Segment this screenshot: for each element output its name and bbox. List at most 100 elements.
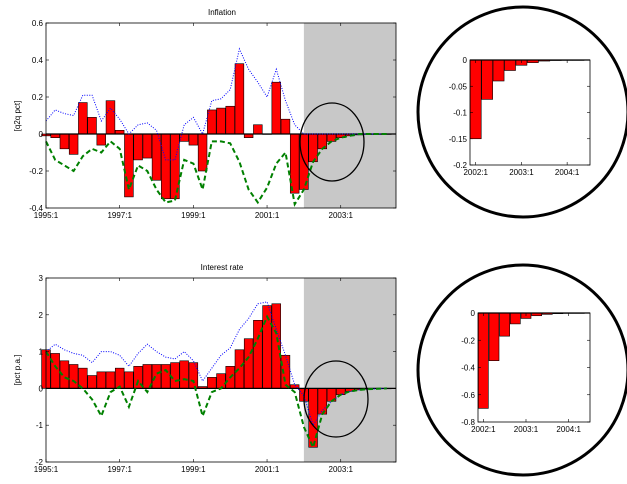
interest-rate-dashed-series-line <box>45 314 387 451</box>
inflation-xtick-label: 1995:1 <box>34 211 59 220</box>
interest-rate-xtick-label: 2001:1 <box>255 465 280 474</box>
interest-rate-zoom-bar <box>510 312 521 325</box>
interest-rate-xtick-label: 2003:1 <box>329 465 354 474</box>
inflation-bar <box>105 100 116 135</box>
inflation-frame <box>45 22 397 209</box>
interest-rate-zoom-xtick-label: 2003:1 <box>514 425 539 434</box>
interest-rate-bar <box>207 377 217 389</box>
inflation-dotted-series-line <box>45 47 387 161</box>
inflation-title: Inflation <box>208 8 236 17</box>
interest-rate-bar <box>124 371 134 389</box>
inflation-xtick-label: 2001:1 <box>255 211 280 220</box>
inflation-bar <box>68 133 79 155</box>
interest-rate-frame <box>45 277 397 463</box>
inflation-forecast-shade <box>303 23 396 208</box>
inflation-bar <box>78 102 88 135</box>
interest-rate-xtick-label: 1995:1 <box>34 465 59 474</box>
interest-rate-ytick-label: -2 <box>36 458 44 467</box>
inflation-zoom-ytick-label: 0 <box>463 56 468 65</box>
inflation-zoom-ytick-label: -0.15 <box>449 135 468 144</box>
inflation-ytick-label: 0 <box>39 130 44 139</box>
inflation-zoom-xtick-label: 2003:1 <box>509 168 534 177</box>
interest-rate-bar <box>105 371 116 389</box>
interest-rate-dotted-series-line <box>45 301 387 427</box>
inflation-zoom-xtick-label: 2002:1 <box>463 168 488 177</box>
interest-rate-bar <box>161 364 171 389</box>
inflation-bar <box>225 105 235 135</box>
interest-rate-ytick-label: -1 <box>36 421 44 430</box>
interest-rate-bar <box>317 388 328 415</box>
interest-rate-zoom-ytick-label: -0.6 <box>461 391 475 400</box>
interest-rate-title: Interest rate <box>201 263 244 272</box>
inflation-bar <box>289 133 300 194</box>
interest-rate-chart: Interest rate [pct p.a.] -2 -1 0 1 2 3 1995:1 1… <box>13 263 397 474</box>
interest-rate-zoom-bar <box>499 312 510 337</box>
interest-rate-bar <box>151 364 162 389</box>
interest-rate-bar <box>170 362 180 389</box>
inflation-dashed-series-line <box>45 133 387 208</box>
inflation-bar <box>271 81 281 135</box>
inflation-zoom-circle <box>416 5 627 219</box>
inflation-bar <box>59 133 70 150</box>
interest-rate-bar <box>50 353 60 389</box>
interest-rate-bar <box>87 375 97 389</box>
interest-rate-bar <box>308 388 318 448</box>
inflation-bar <box>280 118 291 135</box>
inflation-xtick-label: 1997:1 <box>107 211 132 220</box>
interest-rate-ytick-label: 0 <box>39 384 44 393</box>
inflation-zoom-ytick-label: -0.1 <box>453 109 467 118</box>
inflation-bar <box>188 133 199 146</box>
inflation-zoom-xtick-label: 2004:1 <box>555 168 580 177</box>
inflation-zoom-bar <box>469 59 482 140</box>
interest-rate-xtick-label: 1997:1 <box>107 465 132 474</box>
interest-rate-bar <box>234 349 245 389</box>
interest-rate-bar <box>114 367 125 389</box>
inflation-ylabel: [q2q pct] <box>13 101 22 132</box>
inflation-zoom-bar <box>492 59 505 82</box>
interest-rate-zoom-ytick-label: -0.4 <box>461 364 475 373</box>
inflation-xtick-label: 2003:1 <box>329 211 354 220</box>
inflation-bar <box>216 107 226 135</box>
inflation-zoom-chart: -0.2 -0.15 -0.1 -0.05 0 2002:1 2003:1 2004:1 <box>416 5 627 219</box>
inflation-ytick-label: 0.4 <box>32 56 44 65</box>
interest-rate-zoom-bar <box>478 312 489 409</box>
inflation-ytick-label: -0.2 <box>29 167 43 176</box>
interest-rate-bar <box>179 360 189 389</box>
interest-rate-bar <box>68 364 79 389</box>
interest-rate-zoom-bar <box>488 312 500 361</box>
inflation-bar <box>142 133 153 159</box>
interest-rate-bar <box>96 371 106 389</box>
inflation-zoom-ytick-label: -0.05 <box>449 82 468 91</box>
interest-rate-ylabel: [pct p.a.] <box>13 355 22 386</box>
interest-rate-ytick-label: 3 <box>39 274 44 283</box>
inflation-highlight-ellipse <box>299 102 365 182</box>
interest-rate-zoom-ytick-label: -0.8 <box>461 418 475 427</box>
interest-rate-zoom-ytick-label: 0 <box>471 309 476 318</box>
inflation-zoom-bar <box>481 59 493 100</box>
interest-rate-zoom-ytick-label: -0.2 <box>461 336 475 345</box>
inflation-bar <box>87 117 97 135</box>
inflation-chart: Inflation [q2q pct] -0.4 -0.2 0 0.2 0.4 0.6 19… <box>13 8 397 220</box>
interest-rate-ytick-label: 2 <box>39 311 44 320</box>
inflation-zoom-bar <box>504 59 516 71</box>
interest-rate-zoom-chart: -0.8 -0.6 -0.4 -0.2 0 2002:1 2003:1 2004:1 <box>416 263 627 477</box>
inflation-ytick-label: 0.6 <box>32 19 44 28</box>
inflation-bar <box>133 133 143 161</box>
interest-rate-bar <box>216 373 226 389</box>
interest-rate-zoom-xtick-label: 2002:1 <box>471 425 496 434</box>
inflation-bar <box>161 133 171 200</box>
inflation-ytick-label: 0.2 <box>32 93 44 102</box>
interest-rate-xtick-label: 1999:1 <box>181 465 206 474</box>
inflation-bar <box>234 63 245 135</box>
interest-rate-ytick-label: 1 <box>39 348 44 357</box>
inflation-bar <box>308 133 318 163</box>
interest-rate-zoom-xtick-label: 2004:1 <box>556 425 581 434</box>
interest-rate-highlight-ellipse <box>303 360 369 438</box>
inflation-bar <box>197 133 208 172</box>
inflation-xtick-label: 1999:1 <box>181 211 206 220</box>
inflation-ytick-label: -0.4 <box>29 204 43 213</box>
inflation-zoom-ytick-label: -0.2 <box>453 161 467 170</box>
interest-rate-bar <box>188 362 199 389</box>
interest-rate-bar <box>243 338 254 389</box>
